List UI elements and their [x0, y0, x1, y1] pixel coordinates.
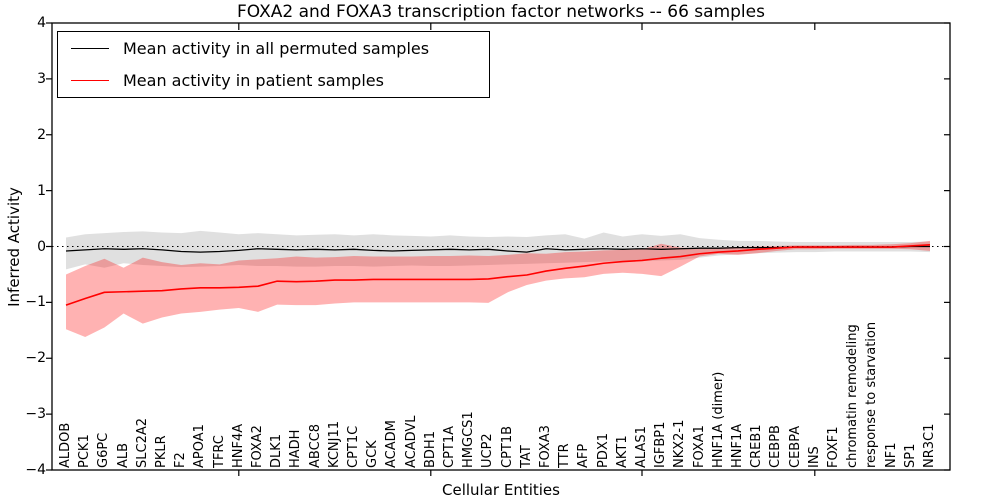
legend-label: Mean activity in all permuted samples [123, 38, 430, 58]
x-tick-label: BDH1 [422, 431, 438, 468]
x-tick-label: G6PC [96, 432, 112, 468]
x-tick-label: FOXA3 [538, 425, 553, 468]
legend-entry-patient: Mean activity in patient samples [58, 64, 489, 96]
x-tick-label: ACADVL [403, 415, 419, 468]
x-tick-label: GCK [365, 440, 381, 468]
x-tick-label: UCP2 [480, 433, 496, 468]
patient-confidence-band [66, 240, 930, 338]
y-tick-label: −4 [25, 462, 46, 478]
legend-box: Mean activity in all permuted samples Me… [57, 31, 490, 98]
y-tick-label: 1 [37, 182, 46, 199]
x-tick-label: AKT1 [614, 435, 630, 468]
x-tick-label: CPT1A [442, 425, 457, 468]
x-tick-label: NF1 [883, 442, 899, 468]
y-tick-label: 2 [37, 126, 46, 143]
legend-label: Mean activity in patient samples [123, 70, 384, 90]
x-tick-label: chromatin remodeling [845, 324, 861, 468]
legend-line-sample-black [71, 47, 109, 49]
x-tick-label: ALB [115, 442, 131, 468]
x-tick-label: CPT1B [499, 425, 515, 468]
patient-mean-line [65, 244, 931, 306]
legend-entry-permuted: Mean activity in all permuted samples [58, 32, 489, 64]
x-tick-label: F2 [173, 452, 189, 468]
x-tick-label: FOXA2 [250, 425, 265, 468]
x-tick-label: HNF4A [230, 423, 246, 468]
x-tick-label: CEBPA [787, 425, 803, 468]
legend-line-sample-red [71, 79, 109, 81]
x-tick-label: FOXF1 [826, 426, 841, 468]
chart-title: FOXA2 and FOXA3 transcription factor net… [237, 2, 765, 22]
x-tick-label: IGFBP1 [653, 421, 669, 468]
x-tick-label: CEBPB [768, 425, 784, 468]
x-tick-label: FOXA1 [691, 425, 707, 468]
x-tick-label: TTR [557, 443, 573, 468]
x-tick-label: ABCC8 [307, 423, 323, 468]
y-tick-label: −3 [25, 406, 46, 423]
x-tick-label: SP1 [902, 443, 918, 468]
x-tick-label: TAT [518, 445, 534, 468]
x-tick-label: TFRC [211, 435, 227, 468]
y-tick-label: −1 [25, 294, 46, 311]
x-tick-label: KCNJ11 [326, 421, 342, 468]
x-tick-label: DLK1 [269, 433, 285, 468]
x-tick-label: PDX1 [595, 432, 611, 468]
x-tick-label: ALDOB [58, 422, 73, 468]
x-tick-label: SLC2A2 [134, 417, 150, 468]
y-tick-label: 3 [37, 70, 46, 87]
x-tick-label: NR3C1 [922, 423, 937, 468]
y-tick-label: 0 [37, 238, 46, 255]
x-tick-label: HNF1A [730, 423, 745, 468]
x-tick-label: ALAS1 [634, 426, 649, 468]
x-tick-label: PKLR [154, 435, 169, 468]
x-tick-label: response to starvation [864, 321, 880, 468]
x-tick-label: AFP [576, 443, 592, 468]
y-tick-label: −2 [25, 350, 46, 367]
x-tick-label: CPT1C [346, 425, 361, 468]
x-tick-label: APOA1 [192, 424, 208, 468]
x-tick-label: ACADM [384, 420, 400, 468]
x-tick-label: HNF1A (dimer) [710, 371, 726, 468]
x-tick-label: PCK1 [77, 434, 93, 468]
x-tick-label: INS [806, 446, 822, 468]
x-tick-label: CREB1 [749, 424, 765, 468]
x-tick-label: HMGCS1 [461, 411, 477, 468]
x-tick-label: NKX2-1 [672, 419, 688, 468]
x-tick-label: HADH [288, 429, 304, 468]
y-tick-label: 4 [37, 15, 46, 31]
x-axis-label: Cellular Entities [442, 481, 560, 499]
